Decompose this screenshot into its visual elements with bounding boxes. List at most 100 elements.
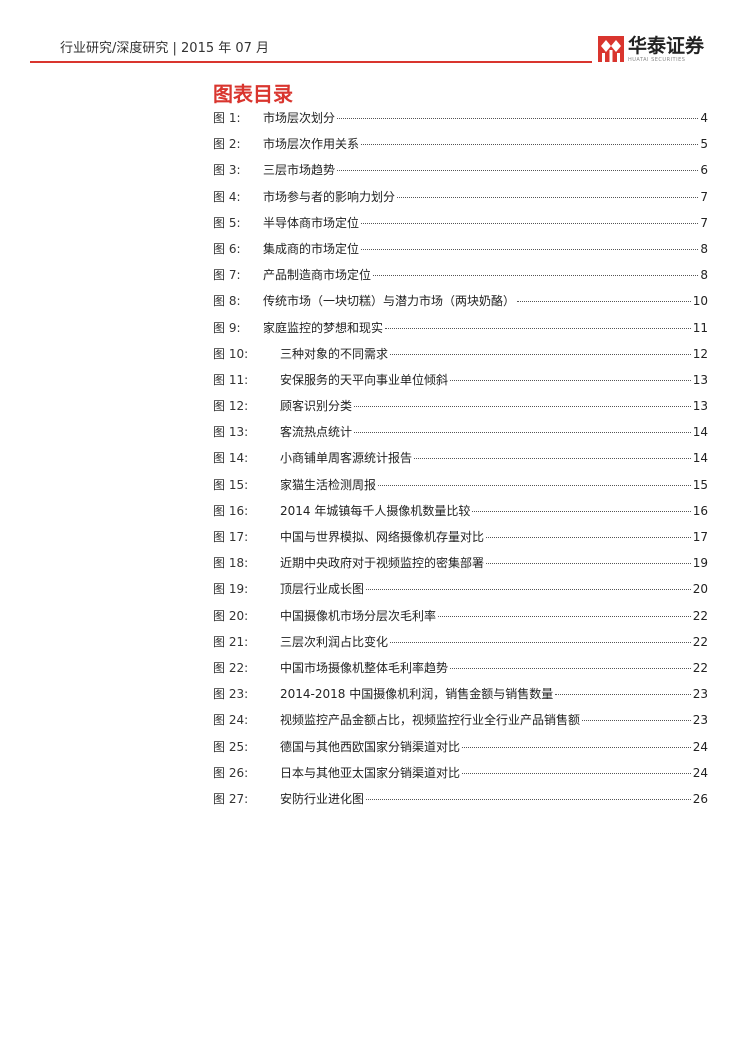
figure-title[interactable]: 三层市场趋势 [263, 163, 336, 178]
figure-label: 图 7: [213, 268, 241, 283]
figure-title[interactable]: 2014-2018 中国摄像机利润，销售金额与销售数量 [280, 687, 554, 702]
toc-entry[interactable]: 图 23: 2014-2018 中国摄像机利润，销售金额与销售数量 23 [213, 684, 708, 710]
toc-entry[interactable]: 图 21: 三层次利润占比变化 22 [213, 632, 708, 658]
page-number[interactable]: 24 [692, 765, 708, 780]
figure-label: 图 20: [213, 608, 249, 623]
toc-entry[interactable]: 图 24: 视频监控产品金额占比，视频监控行业全行业产品销售额 23 [213, 710, 708, 736]
page-number[interactable]: 5 [700, 137, 708, 152]
toc-entry[interactable]: 图 4: 市场参与者的影响力划分 7 [213, 187, 708, 213]
page-number[interactable]: 4 [700, 111, 708, 125]
figure-title[interactable]: 小商铺单周客源统计报告 [280, 451, 413, 466]
toc-entry[interactable]: 图 10: 三种对象的不同需求 12 [213, 344, 708, 370]
page-number[interactable]: 20 [692, 582, 708, 597]
page-number[interactable]: 14 [692, 425, 708, 440]
page-number[interactable]: 13 [692, 399, 708, 414]
figure-label: 图 14: [213, 451, 249, 466]
toc-entry[interactable]: 图 1: 市场层次划分 4 [213, 108, 708, 134]
page-number[interactable]: 16 [692, 503, 708, 518]
figure-title[interactable]: 2014 年城镇每千人摄像机数量比较 [280, 503, 471, 518]
page-number[interactable]: 22 [692, 660, 708, 675]
figure-title[interactable]: 德国与其他西欧国家分销渠道对比 [280, 739, 461, 754]
figure-title[interactable]: 集成商的市场定位 [263, 241, 360, 256]
figure-label: 图 22: [213, 660, 249, 675]
figure-title[interactable]: 三层次利润占比变化 [280, 634, 389, 649]
logo-name: 华泰证券 [628, 35, 705, 57]
dot-leader [450, 379, 691, 381]
dot-leader [361, 222, 699, 224]
page-number[interactable]: 14 [692, 451, 708, 466]
page-number[interactable]: 26 [692, 791, 708, 806]
toc-entry[interactable]: 图 14: 小商铺单周客源统计报告 14 [213, 448, 708, 474]
page-number[interactable]: 7 [700, 189, 708, 204]
figure-title[interactable]: 顶层行业成长图 [280, 582, 365, 597]
page-number[interactable]: 15 [692, 477, 708, 492]
dot-leader [366, 798, 691, 800]
dot-leader [450, 667, 691, 669]
page-number[interactable]: 13 [692, 372, 708, 387]
toc-entry[interactable]: 图 8: 传统市场（一块切糕）与潜力市场（两块奶酪） 10 [213, 291, 708, 317]
figure-label: 图 9: [213, 320, 241, 335]
page-number[interactable]: 23 [692, 687, 708, 702]
figure-title[interactable]: 近期中央政府对于视频监控的密集部署 [280, 556, 485, 571]
figure-label: 图 3: [213, 163, 241, 178]
page-number[interactable]: 22 [692, 608, 708, 623]
page-number[interactable]: 22 [692, 634, 708, 649]
figure-title[interactable]: 顾客识别分类 [280, 399, 353, 414]
dot-leader [486, 537, 691, 538]
figure-title[interactable]: 传统市场（一块切糕）与潜力市场（两块奶酪） [263, 294, 516, 309]
figure-title[interactable]: 中国摄像机市场分层次毛利率 [280, 608, 437, 623]
toc-entry[interactable]: 图 13: 客流热点统计 14 [213, 422, 708, 448]
toc-entry[interactable]: 图 15: 家猫生活检测周报 15 [213, 475, 708, 501]
figure-label: 图 5: [213, 215, 241, 230]
figure-title[interactable]: 安保服务的天平向事业单位倾斜 [280, 372, 449, 387]
figure-label: 图 21: [213, 634, 249, 649]
page-number[interactable]: 17 [692, 530, 708, 544]
figure-title[interactable]: 半导体商市场定位 [263, 215, 360, 230]
figure-title[interactable]: 视频监控产品金额占比，视频监控行业全行业产品销售额 [280, 713, 581, 728]
toc-entry[interactable]: 图 20: 中国摄像机市场分层次毛利率 22 [213, 606, 708, 632]
figure-title[interactable]: 家猫生活检测周报 [280, 477, 377, 492]
page-number[interactable]: 7 [700, 215, 708, 230]
page-number[interactable]: 12 [692, 346, 708, 361]
page-number[interactable]: 19 [692, 556, 708, 571]
toc-entry[interactable]: 图 5: 半导体商市场定位 7 [213, 213, 708, 239]
figure-title[interactable]: 安防行业进化图 [280, 791, 365, 806]
page-number[interactable]: 24 [692, 739, 708, 754]
toc-entry[interactable]: 图 3: 三层市场趋势 6 [213, 160, 708, 186]
figure-label: 图 6: [213, 241, 241, 256]
toc-entry[interactable]: 图 2: 市场层次作用关系 5 [213, 134, 708, 160]
figure-title[interactable]: 中国市场摄像机整体毛利率趋势 [280, 660, 449, 675]
figure-title[interactable]: 市场层次作用关系 [263, 137, 360, 152]
figure-title[interactable]: 日本与其他亚太国家分销渠道对比 [280, 765, 461, 780]
toc-entry[interactable]: 图 26: 日本与其他亚太国家分销渠道对比 24 [213, 763, 708, 789]
figure-label: 图 4: [213, 189, 241, 204]
toc-entry[interactable]: 图 18: 近期中央政府对于视频监控的密集部署 19 [213, 553, 708, 579]
toc-entry[interactable]: 图 22: 中国市场摄像机整体毛利率趋势 22 [213, 658, 708, 684]
toc-entry[interactable]: 图 16: 2014 年城镇每千人摄像机数量比较 16 [213, 501, 708, 527]
toc-entry[interactable]: 图 6: 集成商的市场定位 8 [213, 239, 708, 265]
figure-title[interactable]: 三种对象的不同需求 [280, 346, 389, 361]
toc-entry[interactable]: 图 12: 顾客识别分类 13 [213, 396, 708, 422]
figure-title[interactable]: 中国与世界模拟、网络摄像机存量对比 [280, 530, 485, 544]
figure-title[interactable]: 市场参与者的影响力划分 [263, 189, 396, 204]
figure-label: 图 26: [213, 765, 249, 780]
page-number[interactable]: 10 [692, 294, 708, 309]
toc-entry[interactable]: 图 19: 顶层行业成长图 20 [213, 579, 708, 605]
toc-entry[interactable]: 图 11: 安保服务的天平向事业单位倾斜 13 [213, 370, 708, 396]
toc-entry[interactable]: 图 25: 德国与其他西欧国家分销渠道对比 24 [213, 737, 708, 763]
page-number[interactable]: 6 [700, 163, 708, 178]
page-number[interactable]: 8 [700, 268, 708, 283]
figure-title[interactable]: 产品制造商市场定位 [263, 268, 372, 283]
page-number[interactable]: 23 [692, 713, 708, 728]
toc-entry[interactable]: 图 17: 中国与世界模拟、网络摄像机存量对比 17 [213, 527, 708, 553]
toc-entry[interactable]: 图 9: 家庭监控的梦想和现实 11 [213, 318, 708, 344]
toc-entry[interactable]: 图 7: 产品制造商市场定位 8 [213, 265, 708, 291]
page-number[interactable]: 8 [700, 241, 708, 256]
figure-title[interactable]: 客流热点统计 [280, 425, 353, 440]
toc-entry[interactable]: 图 27: 安防行业进化图 26 [213, 789, 708, 815]
page-number[interactable]: 11 [692, 320, 708, 335]
dot-leader [390, 353, 691, 355]
figure-title[interactable]: 市场层次划分 [263, 111, 336, 125]
figure-title[interactable]: 家庭监控的梦想和现实 [263, 320, 384, 335]
figure-label: 图 24: [213, 713, 249, 728]
